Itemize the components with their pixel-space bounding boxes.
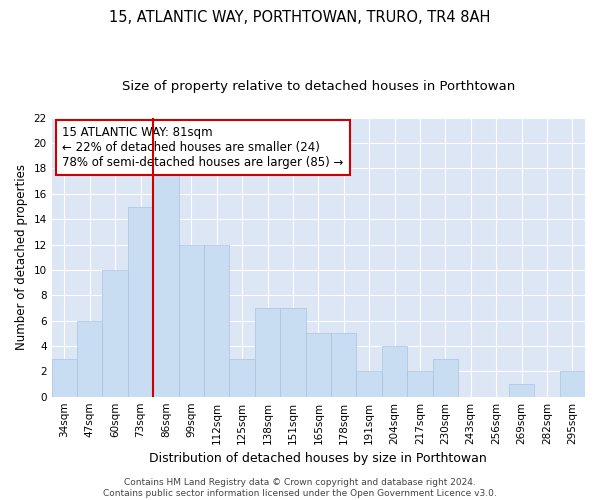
Bar — [229, 358, 255, 397]
Y-axis label: Number of detached properties: Number of detached properties — [15, 164, 28, 350]
Bar — [255, 308, 280, 396]
Bar — [280, 308, 305, 396]
Bar — [305, 334, 331, 396]
Bar — [77, 320, 103, 396]
Bar — [52, 358, 77, 397]
X-axis label: Distribution of detached houses by size in Porthtowan: Distribution of detached houses by size … — [149, 452, 487, 465]
Bar — [509, 384, 534, 396]
Bar — [103, 270, 128, 396]
Bar — [204, 244, 229, 396]
Title: Size of property relative to detached houses in Porthtowan: Size of property relative to detached ho… — [122, 80, 515, 93]
Bar — [153, 168, 179, 396]
Bar — [179, 244, 204, 396]
Text: 15, ATLANTIC WAY, PORTHTOWAN, TRURO, TR4 8AH: 15, ATLANTIC WAY, PORTHTOWAN, TRURO, TR4… — [109, 10, 491, 25]
Bar — [433, 358, 458, 397]
Bar — [407, 372, 433, 396]
Bar — [382, 346, 407, 397]
Bar — [560, 372, 585, 396]
Text: 15 ATLANTIC WAY: 81sqm
← 22% of detached houses are smaller (24)
78% of semi-det: 15 ATLANTIC WAY: 81sqm ← 22% of detached… — [62, 126, 344, 169]
Bar — [356, 372, 382, 396]
Text: Contains HM Land Registry data © Crown copyright and database right 2024.
Contai: Contains HM Land Registry data © Crown c… — [103, 478, 497, 498]
Bar — [128, 206, 153, 396]
Bar — [331, 334, 356, 396]
